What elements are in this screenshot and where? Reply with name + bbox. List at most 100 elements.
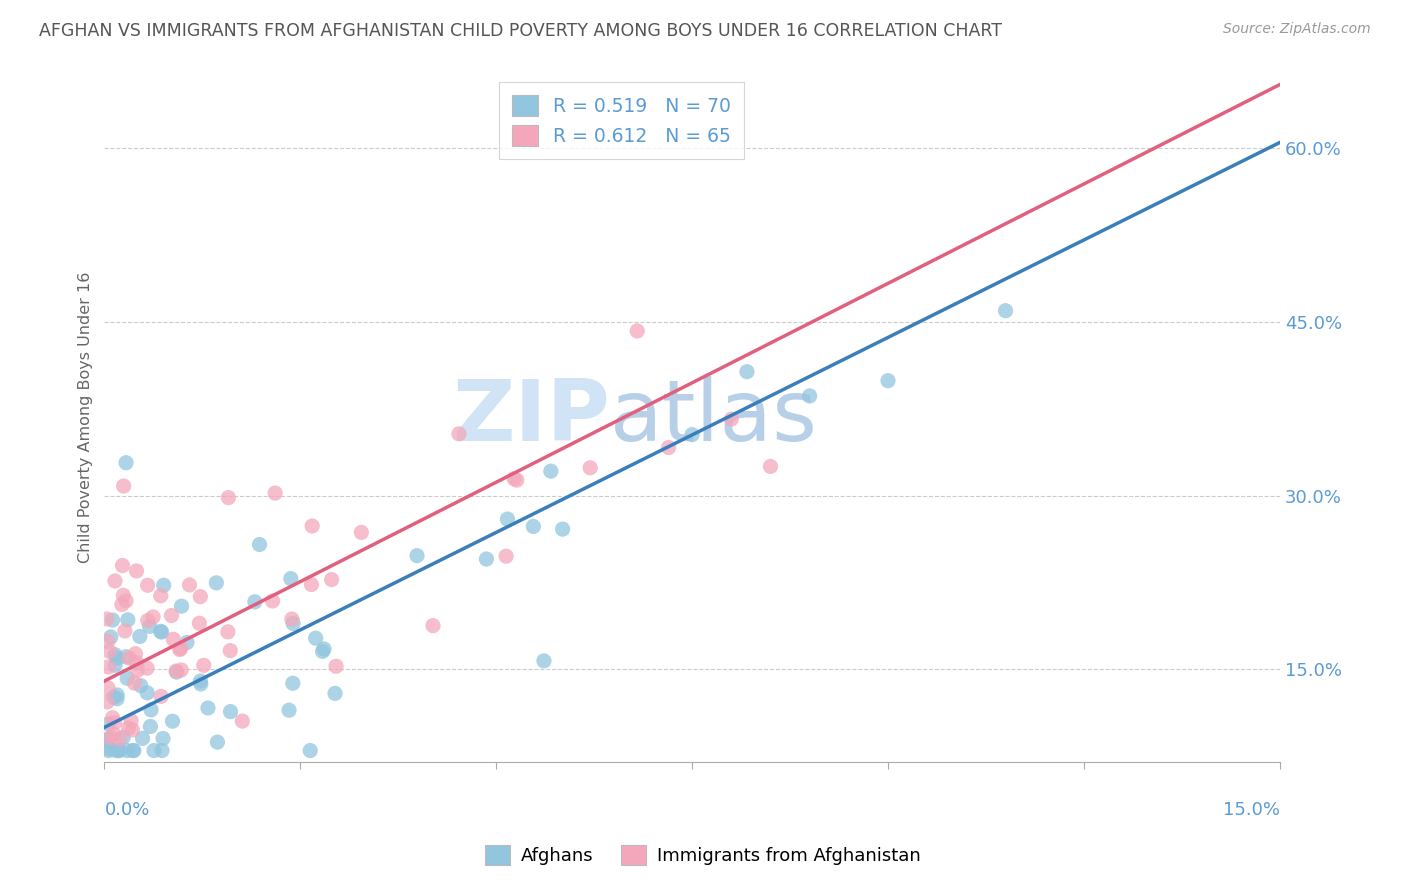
Point: [658, 441, 681, 455]
Point: [104, 658, 127, 673]
Point: [447, 426, 470, 441]
Point: [118, 651, 141, 665]
Point: [197, 701, 219, 715]
Point: [112, 588, 135, 602]
Point: [305, 631, 328, 645]
Point: [281, 612, 304, 626]
Point: [321, 573, 343, 587]
Point: [125, 564, 148, 578]
Point: [735, 365, 758, 379]
Point: [207, 735, 229, 749]
Point: [170, 599, 193, 614]
Text: Source: ZipAtlas.com: Source: ZipAtlas.com: [1223, 22, 1371, 37]
Point: [97, 634, 120, 648]
Point: [96, 695, 118, 709]
Point: [190, 673, 212, 688]
Point: [877, 374, 900, 388]
Point: [681, 427, 703, 442]
Point: [299, 743, 322, 757]
Text: 0.0%: 0.0%: [104, 801, 150, 819]
Point: [114, 624, 136, 638]
Point: [128, 630, 150, 644]
Point: [111, 598, 134, 612]
Point: [108, 731, 131, 746]
Point: [136, 578, 159, 592]
Point: [301, 519, 323, 533]
Point: [205, 575, 228, 590]
Point: [101, 711, 124, 725]
Point: [105, 743, 128, 757]
Point: [127, 664, 149, 678]
Point: [105, 651, 128, 665]
Point: [152, 731, 174, 746]
Point: [136, 614, 159, 628]
Point: [312, 642, 335, 657]
Point: [100, 630, 122, 644]
Point: [111, 558, 134, 573]
Point: [105, 691, 128, 706]
Point: [165, 664, 187, 678]
Point: [143, 743, 166, 757]
Point: [108, 743, 131, 757]
Point: [115, 594, 138, 608]
Point: [150, 625, 173, 640]
Point: [406, 549, 429, 563]
Point: [281, 676, 304, 690]
Point: [160, 608, 183, 623]
Text: atlas: atlas: [610, 376, 818, 459]
Point: [97, 741, 120, 756]
Text: AFGHAN VS IMMIGRANTS FROM AFGHANISTAN CHILD POVERTY AMONG BOYS UNDER 16 CORRELAT: AFGHAN VS IMMIGRANTS FROM AFGHANISTAN CH…: [39, 22, 1002, 40]
Point: [115, 456, 138, 470]
Point: [720, 412, 742, 426]
Point: [495, 549, 517, 564]
Point: [103, 715, 125, 730]
Point: [496, 512, 519, 526]
Point: [120, 714, 142, 728]
Point: [97, 743, 120, 757]
Point: [994, 303, 1017, 318]
Point: [149, 589, 172, 603]
Point: [243, 595, 266, 609]
Text: 15.0%: 15.0%: [1223, 801, 1279, 819]
Point: [142, 610, 165, 624]
Point: [422, 618, 444, 632]
Point: [162, 632, 184, 647]
Point: [219, 643, 242, 657]
Point: [280, 572, 302, 586]
Point: [97, 681, 120, 695]
Point: [138, 619, 160, 633]
Point: [503, 472, 526, 486]
Point: [121, 723, 143, 737]
Point: [122, 743, 145, 757]
Point: [105, 688, 128, 702]
Point: [122, 743, 145, 757]
Point: [170, 641, 193, 656]
Point: [97, 660, 120, 674]
Point: [217, 491, 239, 505]
Point: [626, 324, 648, 338]
Point: [149, 624, 172, 639]
Point: [231, 714, 253, 728]
Point: [139, 703, 162, 717]
Point: [311, 644, 333, 658]
Point: [299, 577, 322, 591]
Point: [136, 661, 159, 675]
Point: [262, 594, 284, 608]
Point: [112, 731, 135, 745]
Point: [124, 676, 146, 690]
Point: [150, 743, 173, 757]
Point: [759, 459, 782, 474]
Point: [101, 613, 124, 627]
Point: [131, 731, 153, 746]
Point: [162, 714, 184, 729]
Text: ZIP: ZIP: [453, 376, 610, 459]
Point: [475, 552, 498, 566]
Point: [112, 479, 135, 493]
Point: [190, 677, 212, 691]
Point: [104, 574, 127, 588]
Point: [281, 616, 304, 631]
Point: [115, 743, 138, 757]
Point: [217, 624, 239, 639]
Point: [169, 642, 191, 657]
Point: [100, 731, 122, 745]
